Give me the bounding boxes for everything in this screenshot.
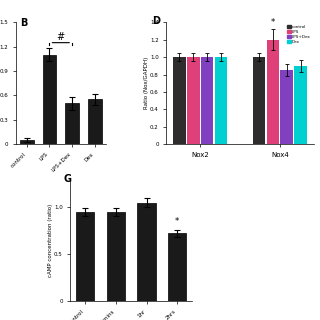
Bar	[137, 203, 156, 301]
Text: #: #	[57, 32, 65, 42]
Bar	[65, 103, 79, 144]
Bar	[20, 140, 34, 144]
Y-axis label: cAMP concentration (ratio): cAMP concentration (ratio)	[48, 204, 52, 276]
Bar	[280, 70, 293, 144]
Text: B: B	[20, 19, 28, 28]
Y-axis label: Ratio (Nox/GAPDH): Ratio (Nox/GAPDH)	[144, 57, 148, 109]
Text: D: D	[153, 16, 161, 26]
Bar	[267, 40, 279, 144]
Bar	[215, 57, 228, 144]
Bar	[168, 234, 187, 301]
Bar	[294, 66, 307, 144]
Text: G: G	[64, 174, 72, 184]
Bar	[76, 212, 94, 301]
Bar	[173, 57, 186, 144]
Text: *: *	[175, 217, 180, 226]
Bar	[252, 57, 265, 144]
Bar	[201, 57, 213, 144]
Bar	[107, 212, 125, 301]
Bar	[43, 55, 56, 144]
Legend: control, LPS, LPS+Dex, Dex: control, LPS, LPS+Dex, Dex	[286, 25, 311, 45]
Text: *: *	[271, 18, 275, 27]
Bar	[187, 57, 200, 144]
Bar	[88, 100, 101, 144]
